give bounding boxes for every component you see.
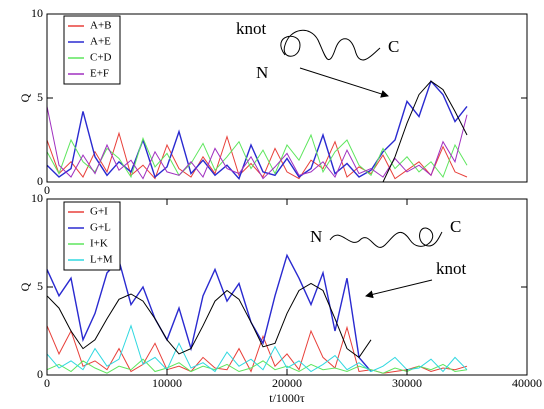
y-tick-label: 0 (37, 367, 43, 381)
x-tick-label: 30000 (392, 376, 422, 390)
annotation: C (450, 217, 461, 236)
series-line (46, 131, 468, 180)
series-line (46, 79, 468, 180)
annotation: N (256, 63, 268, 82)
x-axis-label: t/1000τ (269, 391, 305, 405)
arrow (365, 279, 433, 299)
legend-box (63, 15, 121, 85)
legend-label: A+E (90, 36, 111, 48)
legend-label: L+M (90, 254, 113, 266)
fit-curve (382, 80, 468, 183)
y-tick-label: 10 (31, 191, 43, 205)
chain-sketch (329, 227, 443, 248)
legend-label: C+D (90, 52, 112, 64)
series-line (46, 253, 372, 372)
x-tick-label: 0 (44, 376, 50, 390)
legend-label: G+I (90, 206, 108, 218)
legend-label: A+B (90, 20, 111, 32)
y-tick-label: 0 (37, 174, 43, 188)
y-tick-label: 5 (37, 90, 43, 104)
legend-label: G+L (90, 222, 111, 234)
x-tick-label: 0 (44, 183, 50, 197)
annotation: knot (236, 19, 267, 38)
arrow (299, 67, 389, 98)
series-line (46, 325, 468, 374)
x-tick-label: 20000 (272, 376, 302, 390)
series-line (46, 133, 468, 179)
legend-label: I+K (90, 238, 108, 250)
y-tick-label: 10 (31, 6, 43, 20)
y-tick-label: 5 (37, 279, 43, 293)
x-tick-label: 10000 (152, 376, 182, 390)
y-axis-label: Q (18, 282, 32, 291)
chain-sketch (280, 30, 381, 61)
y-axis-label: Q (18, 93, 32, 102)
legend-box (63, 201, 121, 271)
annotation: N (310, 227, 322, 246)
fit-curve (46, 282, 372, 359)
series-line (46, 106, 468, 180)
annotation: C (388, 37, 399, 56)
series-line (46, 324, 468, 373)
x-tick-label: 40000 (512, 376, 542, 390)
legend-label: E+F (90, 68, 109, 80)
annotation: knot (436, 259, 467, 278)
